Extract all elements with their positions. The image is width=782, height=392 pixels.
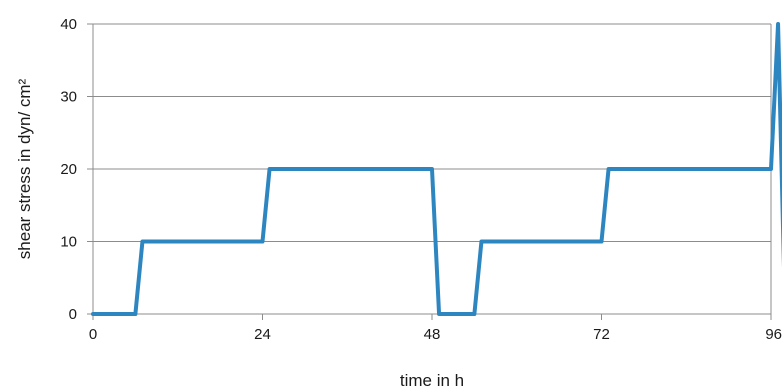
series-line-0 (91, 22, 782, 316)
x-tick-label: 72 (593, 326, 610, 343)
x-tick-label: 24 (254, 326, 271, 343)
y-tick-label: 40 (60, 16, 77, 33)
x-axis-title: time in h (400, 371, 464, 390)
tick-labels: 0 10 20 30 40 0 24 48 72 96 (60, 16, 782, 343)
x-tick-label: 96 (765, 326, 782, 343)
series-lines (91, 22, 782, 316)
y-axis-title: shear stress in dyn/ cm² (15, 78, 34, 259)
y-tick-label: 10 (60, 234, 77, 251)
y-tick-label: 20 (60, 161, 77, 178)
x-tick-label: 48 (424, 326, 441, 343)
y-tick-label: 30 (60, 89, 77, 106)
x-tick-label: 0 (89, 326, 97, 343)
axes (87, 23, 772, 320)
y-tick-label: 0 (69, 306, 77, 323)
